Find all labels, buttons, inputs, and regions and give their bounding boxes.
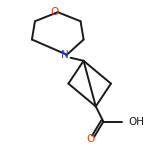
Text: O: O xyxy=(86,134,95,144)
Text: O: O xyxy=(51,7,59,17)
Text: OH: OH xyxy=(128,117,144,127)
Text: N: N xyxy=(62,50,69,60)
